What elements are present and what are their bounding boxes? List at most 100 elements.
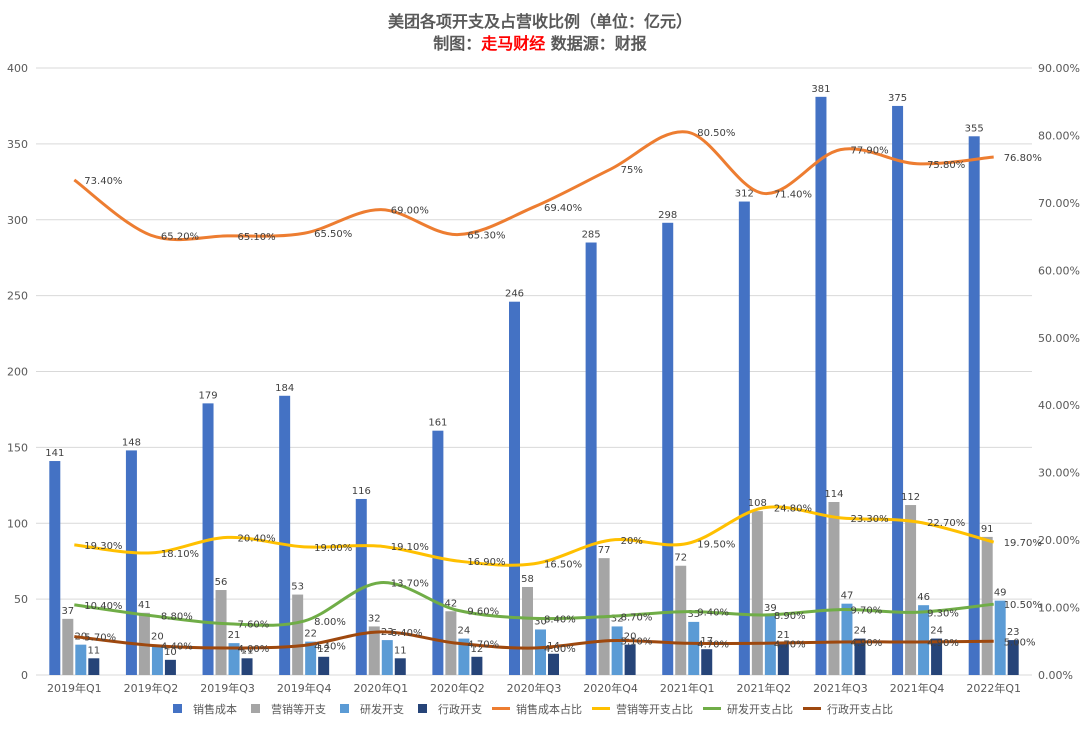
- line-label-marketing_ratio: 19.70%: [1004, 538, 1042, 549]
- subtitle-highlight: 走马财经: [481, 34, 546, 53]
- line-label-sales_cost_ratio: 71.40%: [774, 189, 812, 200]
- line-label-rd_ratio: 8.00%: [314, 617, 346, 628]
- bar-rd: [458, 638, 470, 675]
- line-label-sales_cost_ratio: 69.00%: [391, 206, 429, 217]
- bar-sales_cost: [509, 301, 520, 675]
- line-label-marketing_ratio: 19.50%: [697, 539, 735, 550]
- bar-label-sales_cost: 116: [352, 486, 371, 497]
- x-tick-label: 2019年Q3: [200, 681, 255, 695]
- bar-sales_cost: [279, 395, 291, 675]
- bar-label-marketing: 108: [748, 498, 767, 509]
- line-label-sales_cost_ratio: 65.10%: [238, 232, 276, 243]
- y-left-tick-label: 400: [7, 62, 28, 75]
- line-rd_ratio: [74, 581, 994, 627]
- bar-rd: [535, 629, 546, 675]
- line-label-marketing_ratio: 24.80%: [774, 504, 812, 515]
- bar-label-marketing: 41: [138, 600, 151, 611]
- y-right-tick-label: 0.00%: [1038, 669, 1073, 682]
- bar-rd: [611, 626, 623, 675]
- bar-label-rd: 49: [994, 588, 1007, 599]
- bar-label-marketing: 37: [61, 606, 74, 617]
- bar-label-marketing: 42: [445, 598, 458, 609]
- legend-label-rd: 研发开支: [360, 702, 404, 716]
- bar-label-rd: 47: [841, 591, 854, 602]
- bar-label-marketing: 53: [291, 582, 304, 593]
- bar-label-marketing: 32: [368, 613, 381, 624]
- bar-sales_cost: [49, 461, 61, 675]
- y-left-tick-label: 150: [7, 441, 28, 454]
- legend-label-admin: 行政开支: [438, 702, 482, 716]
- line-label-admin_ratio: 5.00%: [1004, 637, 1036, 648]
- legend-label-sales_cost: 销售成本: [193, 702, 237, 716]
- line-label-rd_ratio: 9.30%: [927, 608, 959, 619]
- line-label-marketing_ratio: 20.40%: [238, 533, 276, 544]
- bar-rd: [918, 605, 930, 675]
- chart-subtitle: 制图：走马财经 数据源：财报: [0, 30, 1080, 54]
- line-label-sales_cost_ratio: 73.40%: [84, 176, 122, 187]
- legend-label-admin_ratio: 行政开支占比: [827, 702, 893, 716]
- bar-sales_cost: [968, 136, 980, 676]
- legend-swatch-marketing: [251, 704, 260, 713]
- line-label-admin_ratio: 4.00%: [544, 644, 576, 655]
- line-label-marketing_ratio: 18.10%: [161, 549, 199, 560]
- subtitle-suffix: 数据源：财报: [545, 34, 647, 53]
- bar-sales_cost: [125, 450, 137, 675]
- bar-rd: [764, 615, 776, 675]
- line-label-sales_cost_ratio: 65.30%: [467, 231, 505, 242]
- bar-sales_cost: [892, 105, 904, 675]
- line-label-rd_ratio: 7.60%: [238, 620, 270, 631]
- y-right-tick-label: 30.00%: [1038, 467, 1080, 480]
- bar-label-rd: 39: [764, 603, 777, 614]
- legend-label-sales_cost_ratio: 销售成本占比: [516, 702, 582, 716]
- line-label-marketing_ratio: 16.50%: [544, 560, 582, 571]
- bar-label-admin: 23: [1007, 627, 1020, 638]
- bar-label-sales_cost: 246: [505, 289, 524, 300]
- bar-admin: [931, 638, 943, 675]
- y-left-tick-label: 100: [7, 517, 28, 530]
- line-label-admin_ratio: 4.70%: [774, 639, 806, 650]
- bar-label-rd: 20: [151, 632, 164, 643]
- line-admin_ratio: [74, 630, 994, 650]
- bar-label-sales_cost: 179: [198, 390, 217, 401]
- bar-label-marketing: 112: [901, 492, 920, 503]
- line-label-admin_ratio: 4.40%: [161, 641, 193, 652]
- y-right-tick-label: 10.00%: [1038, 602, 1080, 615]
- y-left-tick-label: 200: [7, 366, 28, 379]
- bar-marketing: [905, 505, 917, 675]
- legend-swatch-admin: [418, 704, 427, 713]
- line-label-admin_ratio: 4.90%: [927, 638, 959, 649]
- bar-admin: [164, 659, 176, 675]
- line-label-rd_ratio: 13.70%: [391, 579, 429, 590]
- line-label-rd_ratio: 9.60%: [467, 606, 499, 617]
- legend-label-rd_ratio: 研发开支占比: [727, 702, 793, 716]
- line-label-sales_cost_ratio: 65.50%: [314, 229, 352, 240]
- bar-marketing: [675, 565, 687, 675]
- line-label-sales_cost_ratio: 80.50%: [697, 128, 735, 139]
- line-label-sales_cost_ratio: 76.80%: [1004, 153, 1042, 164]
- bar-admin: [318, 656, 330, 675]
- bar-label-admin: 11: [241, 645, 254, 656]
- bar-rd: [841, 603, 853, 675]
- legend-label-marketing: 营销等开支: [271, 702, 326, 716]
- line-label-marketing_ratio: 19.30%: [84, 541, 122, 552]
- line-sales_cost_ratio: [73, 130, 994, 242]
- bar-admin: [777, 643, 789, 675]
- bar-admin: [624, 644, 636, 675]
- bar-label-rd: 22: [304, 629, 317, 640]
- bar-admin: [394, 658, 406, 675]
- bar-marketing: [215, 590, 227, 675]
- bar-label-sales_cost: 375: [888, 93, 907, 104]
- bar-sales_cost: [662, 222, 674, 675]
- x-tick-label: 2020年Q3: [507, 681, 562, 695]
- x-tick-label: 2020年Q4: [583, 681, 638, 695]
- line-label-admin_ratio: 4.90%: [850, 638, 882, 649]
- bar-label-rd: 30: [534, 616, 547, 627]
- chart-title: 美团各项开支及占营收比例（单位：亿元）: [387, 12, 692, 31]
- line-label-sales_cost_ratio: 65.20%: [161, 231, 199, 242]
- bar-marketing: [522, 586, 533, 675]
- line-label-marketing_ratio: 23.30%: [850, 514, 888, 525]
- x-tick-label: 2021年Q1: [660, 681, 715, 695]
- bar-label-admin: 10: [164, 647, 177, 658]
- bar-label-sales_cost: 298: [658, 210, 677, 221]
